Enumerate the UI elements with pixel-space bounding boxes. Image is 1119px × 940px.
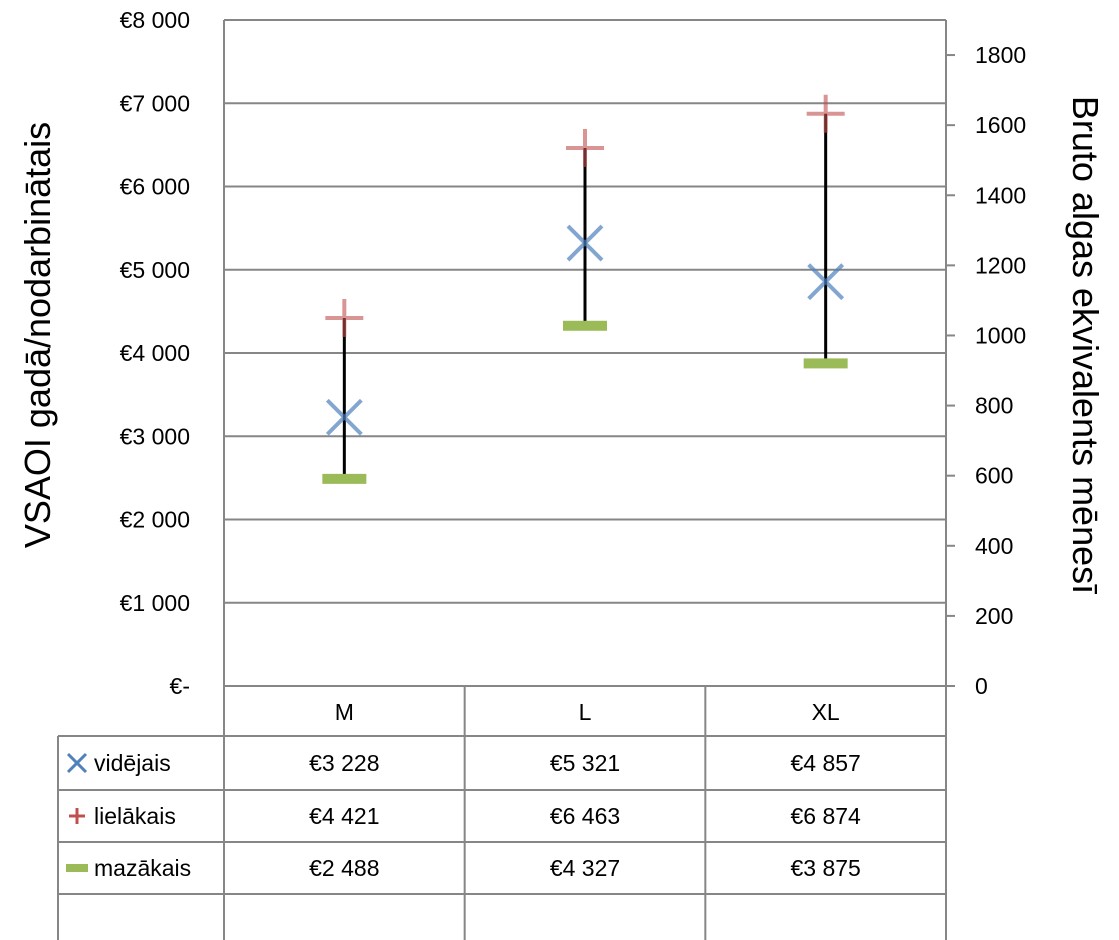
avg-marker xyxy=(807,263,845,301)
y-right-tick-label: 1400 xyxy=(975,182,1026,208)
legend-key-dash-icon xyxy=(66,864,88,872)
y-right-tick-label: 1000 xyxy=(975,322,1026,348)
y-left-tick-label: €5 000 xyxy=(120,257,190,283)
legend-key-x-icon xyxy=(66,752,88,774)
legend-key-stroke xyxy=(66,752,88,774)
y-left-tick-label: €3 000 xyxy=(120,423,190,449)
table-value: €5 321 xyxy=(550,750,620,776)
category-label: XL xyxy=(812,699,840,725)
y-right-axis-title: Bruto algas ekvivalents mēnesī xyxy=(1065,96,1106,594)
series-name: lielākais xyxy=(94,803,176,829)
table-value: €6 463 xyxy=(550,803,620,829)
y-right-tick-label: 1200 xyxy=(975,252,1026,278)
series-name: vidējais xyxy=(94,750,171,776)
y-right-tick-label: 0 xyxy=(975,673,988,699)
avg-marker-stroke xyxy=(325,398,363,436)
avg-marker xyxy=(566,224,604,262)
y-right-tick-label: 600 xyxy=(975,463,1013,489)
table-value: €4 421 xyxy=(309,803,379,829)
category-label: M xyxy=(335,699,354,725)
table-value: €6 874 xyxy=(790,803,861,829)
max-marker xyxy=(566,128,604,167)
y-right-tick-label: 200 xyxy=(975,603,1013,629)
y-right-tick-label: 1800 xyxy=(975,42,1026,68)
table-value: €3 228 xyxy=(309,750,379,776)
series-name: mazākais xyxy=(94,855,191,881)
max-marker xyxy=(325,298,364,337)
y-left-tick-label: €7 000 xyxy=(120,90,190,116)
y-right-tick-label: 400 xyxy=(975,533,1013,559)
y-right-tick-label: 800 xyxy=(975,393,1013,419)
max-marker xyxy=(806,94,845,133)
y-left-tick-label: €2 000 xyxy=(120,507,190,533)
legend-key-plus-icon xyxy=(69,808,85,824)
avg-marker xyxy=(325,398,363,436)
y-left-tick-label: €4 000 xyxy=(120,340,190,366)
min-marker xyxy=(803,358,848,369)
avg-marker-stroke xyxy=(807,263,845,301)
min-marker xyxy=(322,473,367,484)
y-left-tick-label: €1 000 xyxy=(120,590,190,616)
y-left-tick-label: €8 000 xyxy=(120,7,190,33)
table-value: €2 488 xyxy=(309,855,379,881)
table-value: €3 875 xyxy=(790,855,860,881)
category-label: L xyxy=(579,699,592,725)
avg-marker-stroke xyxy=(566,224,604,262)
y-left-tick-label: €- xyxy=(170,673,190,699)
y-right-tick-label: 1600 xyxy=(975,112,1026,138)
y-left-tick-label: €6 000 xyxy=(120,174,190,200)
y-left-axis-title: VSAOI gadā/nodarbinātais xyxy=(17,122,58,548)
table-value: €4 857 xyxy=(790,750,860,776)
min-marker xyxy=(563,320,607,331)
table-value: €4 327 xyxy=(550,855,620,881)
